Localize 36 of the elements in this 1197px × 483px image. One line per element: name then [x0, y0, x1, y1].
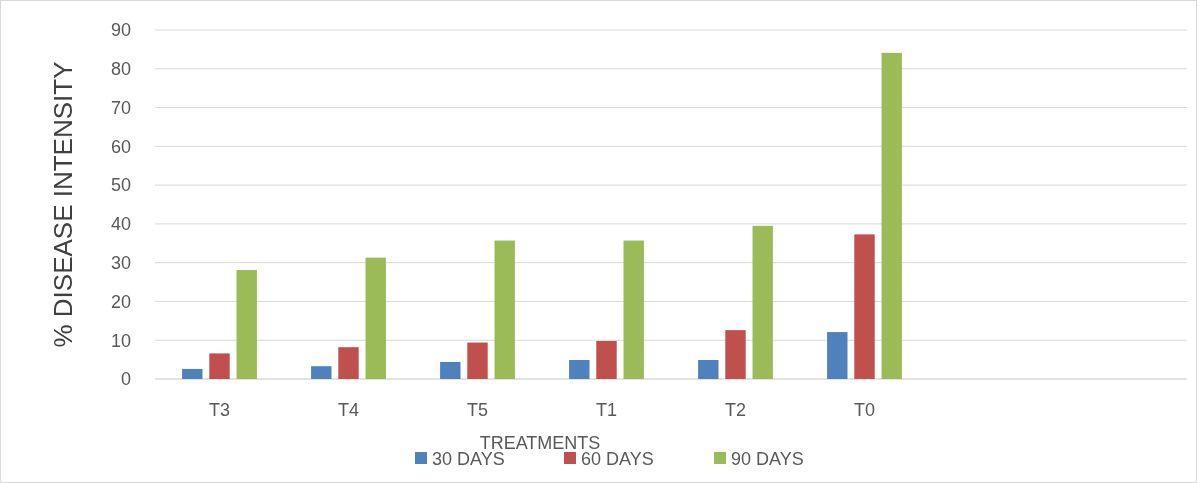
y-tick-label: 40 [110, 214, 131, 235]
bar [854, 234, 875, 379]
bar [236, 270, 257, 379]
x-tick-label: T3 [208, 400, 231, 420]
y-tick-label: 50 [110, 175, 131, 196]
bar [311, 366, 332, 379]
x-tick-label: T4 [337, 400, 360, 420]
x-tick-label: T2 [724, 400, 747, 420]
y-tick-label: 0 [120, 369, 131, 390]
bar [182, 368, 203, 379]
bar [725, 330, 746, 379]
x-tick-label: T1 [595, 400, 618, 420]
bar [365, 257, 386, 379]
bar [698, 360, 719, 379]
bar [338, 347, 359, 379]
bar [440, 361, 461, 379]
y-tick-label: 10 [110, 330, 131, 351]
x-tick-label: T0 [853, 400, 876, 420]
legend-label: 90 DAYS [731, 449, 804, 469]
bar [827, 332, 848, 379]
bar [209, 353, 230, 379]
bar [494, 240, 515, 379]
bar [752, 225, 773, 379]
y-tick-label: 60 [110, 136, 131, 157]
bar [467, 342, 488, 379]
bar [569, 360, 590, 379]
bar [596, 341, 617, 379]
x-tick-label: T5 [466, 400, 489, 420]
bar [881, 52, 902, 379]
bar [623, 240, 644, 379]
y-tick-label: 20 [110, 291, 131, 312]
y-tick-label: 70 [110, 97, 131, 118]
y-tick-label: 30 [110, 252, 131, 273]
y-tick-label: 80 [110, 59, 131, 80]
y-tick-label: 90 [110, 20, 131, 41]
y-axis-title: % DISEASE INTENSITY [48, 61, 78, 348]
